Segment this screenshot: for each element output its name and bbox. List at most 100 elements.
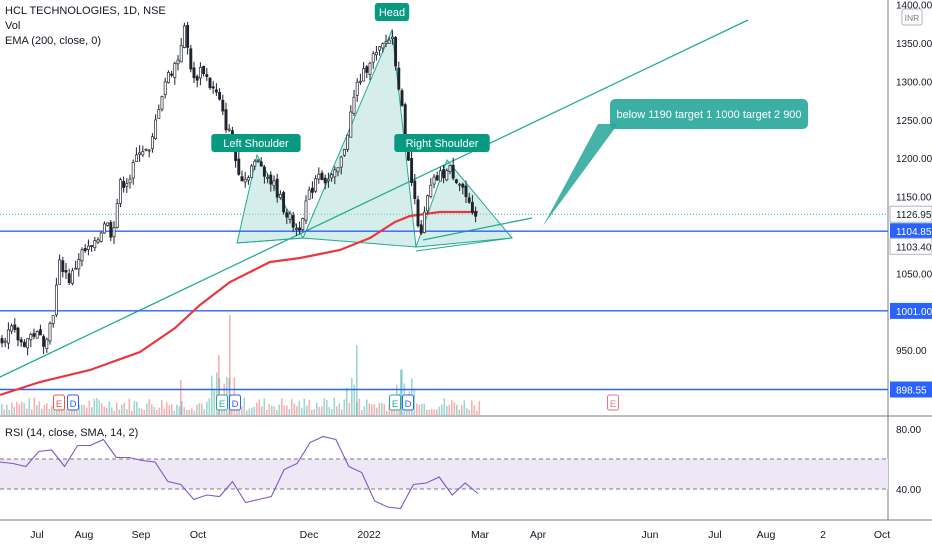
- candle-body: [112, 227, 116, 238]
- volume-bar: [378, 403, 381, 415]
- candle-body: [202, 65, 206, 75]
- candle-body: [0, 338, 4, 344]
- volume-bar: [166, 402, 168, 415]
- candle-body: [173, 63, 177, 78]
- volume-bar: [186, 409, 188, 415]
- currency-badge-box: [901, 8, 923, 26]
- volume-bar: [66, 409, 68, 415]
- candle-body: [435, 175, 439, 181]
- candle-body: [170, 73, 174, 76]
- volume-bar: [381, 402, 383, 415]
- volume-bar: [23, 403, 26, 415]
- candle-body: [147, 149, 151, 152]
- dividend-marker: D: [405, 399, 412, 410]
- candle-body: [74, 267, 78, 270]
- candle-body: [262, 166, 266, 177]
- price-tick-label: 1150.00: [896, 193, 932, 204]
- callout-box: [610, 99, 808, 129]
- candle-body: [58, 259, 62, 285]
- candle-body: [362, 68, 366, 82]
- volume-bar: [116, 402, 118, 415]
- volume-bar: [471, 400, 473, 415]
- volume-bar: [473, 405, 476, 415]
- time-tick-label: Jul: [30, 529, 43, 541]
- candle-body: [109, 222, 113, 238]
- candle-body: [131, 162, 135, 179]
- volume-bar: [21, 401, 23, 415]
- volume-bar: [248, 408, 251, 415]
- volume-bar: [193, 410, 196, 415]
- volume-bar: [311, 409, 313, 415]
- volume-bar: [71, 410, 73, 415]
- volume-bar: [326, 399, 328, 415]
- candle-body: [227, 128, 231, 131]
- volume-bar: [466, 408, 468, 415]
- head-tag: Head: [379, 7, 405, 19]
- volume-bar: [78, 404, 81, 415]
- price-label: 1104.85: [896, 227, 932, 238]
- candle-body: [323, 177, 327, 184]
- candle-body: [320, 172, 324, 181]
- volume-bar: [148, 399, 151, 415]
- dividend-marker: D: [232, 399, 239, 410]
- candle-body: [64, 270, 68, 273]
- volume-bar: [18, 404, 21, 415]
- volume-bar: [358, 398, 361, 415]
- candle-body: [70, 270, 74, 284]
- candle-body: [35, 331, 39, 339]
- volume-bar: [301, 407, 303, 415]
- left-shoulder-tag-box: [211, 134, 301, 152]
- candle-body: [288, 213, 292, 220]
- earnings-marker-box: [216, 394, 228, 411]
- volume-bar: [168, 405, 171, 415]
- volume-bar: [431, 408, 433, 415]
- candle-body: [160, 96, 164, 110]
- time-tick-label: Aug: [757, 529, 776, 541]
- candle-body: [422, 211, 426, 233]
- earnings-marker-box: [53, 394, 65, 411]
- volume-bar: [111, 407, 113, 415]
- volume-bar: [291, 399, 293, 415]
- candle-body: [6, 329, 10, 344]
- volume-bar: [348, 403, 351, 415]
- price-tick-label: 1250.00: [896, 116, 932, 127]
- candle-body: [454, 179, 458, 184]
- volume-bar: [256, 402, 258, 415]
- neckline-right: [415, 237, 513, 252]
- earnings-marker: E: [219, 399, 225, 410]
- time-tick-label: Sep: [132, 529, 151, 541]
- time-tick-label: 2: [820, 529, 826, 541]
- candle-body: [157, 109, 161, 119]
- volume-bar: [336, 406, 338, 415]
- candle-body: [38, 329, 42, 336]
- volume-bar: [293, 403, 296, 415]
- volume-bar: [416, 403, 418, 415]
- candle-body: [298, 227, 302, 231]
- volume-bar: [258, 399, 261, 415]
- candle-body: [144, 148, 148, 151]
- candle-body: [438, 170, 442, 182]
- candle-body: [358, 80, 362, 83]
- volume-bar: [426, 409, 428, 415]
- candle-body: [259, 161, 263, 167]
- candle-body: [317, 173, 321, 180]
- volume-bar: [3, 409, 6, 415]
- candle-body: [115, 203, 119, 228]
- volume-bar: [33, 397, 36, 415]
- candle-body: [346, 134, 350, 150]
- candle-body: [99, 232, 103, 242]
- candle-body: [314, 178, 318, 192]
- volume-bar: [401, 369, 403, 415]
- volume-bar: [253, 406, 256, 415]
- volume-bar: [343, 399, 346, 415]
- candle-body: [243, 178, 247, 183]
- volume-bar: [441, 404, 443, 415]
- candle-body: [301, 218, 305, 230]
- candle-body: [32, 333, 36, 337]
- earnings-marker-box: [607, 394, 619, 411]
- price-label: 898.55: [896, 386, 927, 397]
- candle-body: [240, 176, 244, 182]
- volume-bar: [241, 406, 243, 415]
- volume-bar: [338, 403, 341, 415]
